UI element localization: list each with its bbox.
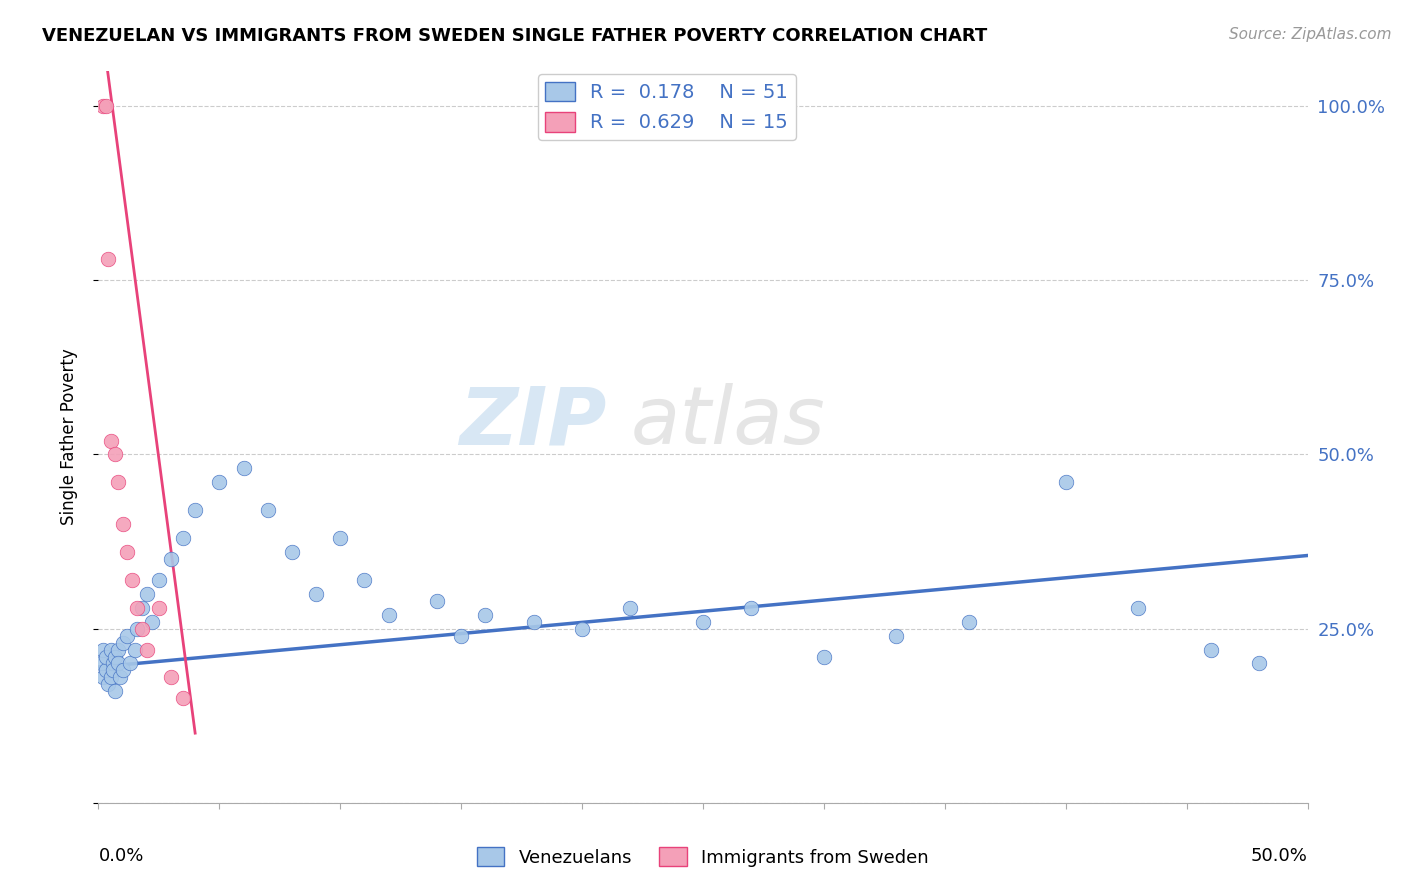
Point (1054, 475, 1077, 490)
Point (740, 600, 762, 615)
Text: 50.0%: 50.0% (1251, 847, 1308, 864)
Point (450, 629, 472, 643)
Point (101, 664, 124, 678)
Point (97, 677, 120, 691)
Point (141, 615, 163, 629)
Point (474, 607, 496, 622)
Point (619, 600, 641, 615)
Legend: R =  0.178    N = 51, R =  0.629    N = 15: R = 0.178 N = 51, R = 0.629 N = 15 (537, 74, 796, 140)
Point (131, 600, 153, 615)
Point (957, 615, 980, 629)
Text: Source: ZipAtlas.com: Source: ZipAtlas.com (1229, 27, 1392, 42)
Point (1128, 600, 1150, 615)
Point (101, 657, 124, 671)
Point (104, 684, 127, 698)
Point (329, 531, 352, 545)
Point (523, 615, 546, 629)
Point (117, 629, 139, 643)
Point (124, 642, 146, 657)
Point (1249, 657, 1271, 671)
Point (100, 434, 122, 448)
Point (91, 670, 114, 684)
Y-axis label: Single Father Poverty: Single Father Poverty (59, 349, 77, 525)
Point (148, 600, 170, 615)
Point (208, 475, 231, 490)
Point (94, 664, 117, 678)
Point (281, 545, 304, 559)
Point (353, 573, 375, 587)
Point (160, 670, 183, 684)
Point (100, 642, 122, 657)
Point (91, 642, 114, 657)
Point (107, 642, 129, 657)
Point (160, 552, 183, 566)
Point (232, 461, 254, 475)
Point (886, 629, 908, 643)
Point (426, 594, 449, 608)
Legend: Venezuelans, Immigrants from Sweden: Venezuelans, Immigrants from Sweden (470, 840, 936, 874)
Point (107, 475, 129, 490)
Point (813, 649, 835, 664)
Text: 0.0%: 0.0% (98, 847, 143, 864)
Point (127, 600, 149, 615)
Point (111, 517, 134, 532)
Point (104, 649, 127, 664)
Point (131, 622, 153, 636)
Point (104, 448, 127, 462)
Point (127, 622, 149, 636)
Point (111, 664, 134, 678)
Text: atlas: atlas (630, 384, 825, 461)
Point (256, 503, 278, 517)
Point (571, 622, 593, 636)
Point (100, 670, 122, 684)
Point (184, 503, 207, 517)
Point (172, 531, 194, 545)
Point (135, 642, 157, 657)
Point (117, 545, 139, 559)
Text: VENEZUELAN VS IMMIGRANTS FROM SWEDEN SINGLE FATHER POVERTY CORRELATION CHART: VENEZUELAN VS IMMIGRANTS FROM SWEDEN SIN… (42, 27, 987, 45)
Point (692, 615, 714, 629)
Point (94, 99, 117, 113)
Point (91, 99, 114, 113)
Point (107, 657, 129, 671)
Point (97, 252, 120, 267)
Point (135, 587, 157, 601)
Point (148, 573, 170, 587)
Point (121, 573, 143, 587)
Point (108, 670, 131, 684)
Point (377, 607, 399, 622)
Point (94, 649, 117, 664)
Point (90, 657, 112, 671)
Point (1199, 642, 1222, 657)
Text: ZIP: ZIP (458, 384, 606, 461)
Point (172, 691, 194, 706)
Point (111, 635, 134, 649)
Point (118, 657, 141, 671)
Point (305, 587, 328, 601)
